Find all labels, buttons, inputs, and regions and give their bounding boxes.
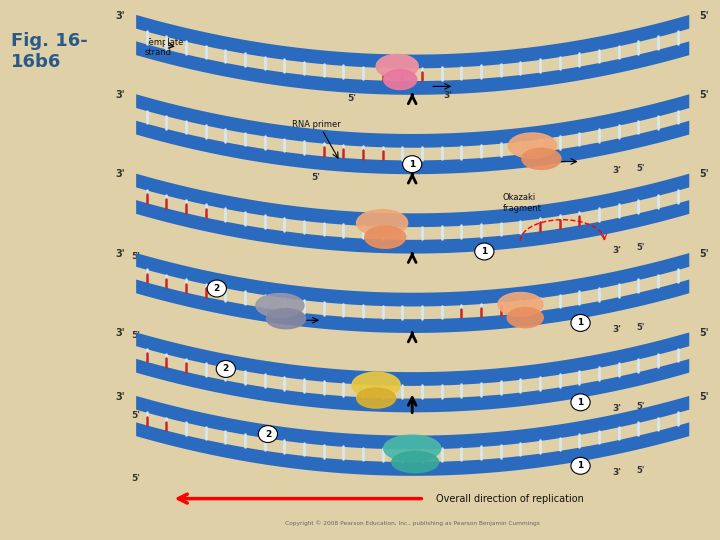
Circle shape (402, 156, 422, 173)
Text: 5': 5' (131, 410, 140, 420)
Text: 5': 5' (699, 249, 708, 259)
Text: 5': 5' (636, 164, 645, 173)
Text: 5': 5' (131, 252, 140, 261)
Text: Overall direction of replication: Overall direction of replication (436, 494, 584, 504)
Ellipse shape (376, 55, 418, 78)
Ellipse shape (356, 210, 408, 236)
Ellipse shape (384, 70, 417, 90)
Text: 5': 5' (699, 90, 708, 100)
Text: 5': 5' (699, 328, 708, 338)
Text: 5': 5' (636, 244, 645, 252)
Text: 1: 1 (481, 247, 487, 256)
Text: 3': 3' (116, 392, 125, 402)
Ellipse shape (498, 293, 543, 316)
Text: 5': 5' (348, 93, 356, 103)
Text: 5': 5' (699, 170, 708, 179)
Text: 1: 1 (577, 461, 584, 470)
Text: RNA primer: RNA primer (292, 120, 341, 129)
Text: 5': 5' (131, 474, 140, 483)
Ellipse shape (384, 435, 441, 462)
Ellipse shape (356, 388, 396, 408)
Ellipse shape (256, 294, 304, 318)
Ellipse shape (352, 372, 400, 397)
Text: 5': 5' (131, 331, 140, 340)
Circle shape (216, 361, 235, 377)
Text: 2: 2 (222, 364, 229, 374)
Text: 3': 3' (116, 90, 125, 100)
Text: Okazaki
fragment: Okazaki fragment (503, 193, 541, 213)
Text: 2: 2 (214, 284, 220, 293)
Text: 5': 5' (636, 402, 645, 411)
Circle shape (258, 426, 277, 442)
Text: 5': 5' (312, 172, 320, 181)
Text: 5': 5' (636, 465, 645, 475)
Text: 3': 3' (444, 91, 453, 100)
Text: 5': 5' (699, 392, 708, 402)
Text: 1: 1 (577, 398, 584, 407)
Text: 3': 3' (116, 11, 125, 21)
Text: Fig. 16-
16b6: Fig. 16- 16b6 (12, 32, 88, 71)
Ellipse shape (392, 451, 438, 472)
Text: 3': 3' (612, 246, 621, 254)
Text: 3': 3' (612, 166, 621, 175)
Text: Copyright © 2008 Pearson Education, Inc., publishing as Pearson Benjamin Cumming: Copyright © 2008 Pearson Education, Inc.… (285, 520, 539, 526)
Text: 3': 3' (612, 404, 621, 413)
Ellipse shape (266, 309, 305, 329)
Text: 3': 3' (612, 468, 621, 477)
Text: 1: 1 (409, 160, 415, 168)
Circle shape (571, 314, 590, 332)
Text: Template
strand: Template strand (145, 38, 183, 57)
Text: 2: 2 (265, 429, 271, 438)
Text: 3': 3' (116, 328, 125, 338)
Ellipse shape (365, 226, 405, 248)
Circle shape (474, 243, 494, 260)
Ellipse shape (508, 133, 557, 158)
Ellipse shape (522, 148, 561, 170)
Ellipse shape (507, 308, 544, 328)
Circle shape (207, 280, 226, 297)
Text: 3': 3' (116, 249, 125, 259)
Text: 5': 5' (636, 323, 645, 332)
Circle shape (571, 394, 590, 411)
Text: 3': 3' (612, 325, 621, 334)
Text: 5': 5' (699, 11, 708, 21)
Circle shape (571, 457, 590, 474)
Text: 3': 3' (116, 170, 125, 179)
Text: 1: 1 (577, 319, 584, 327)
